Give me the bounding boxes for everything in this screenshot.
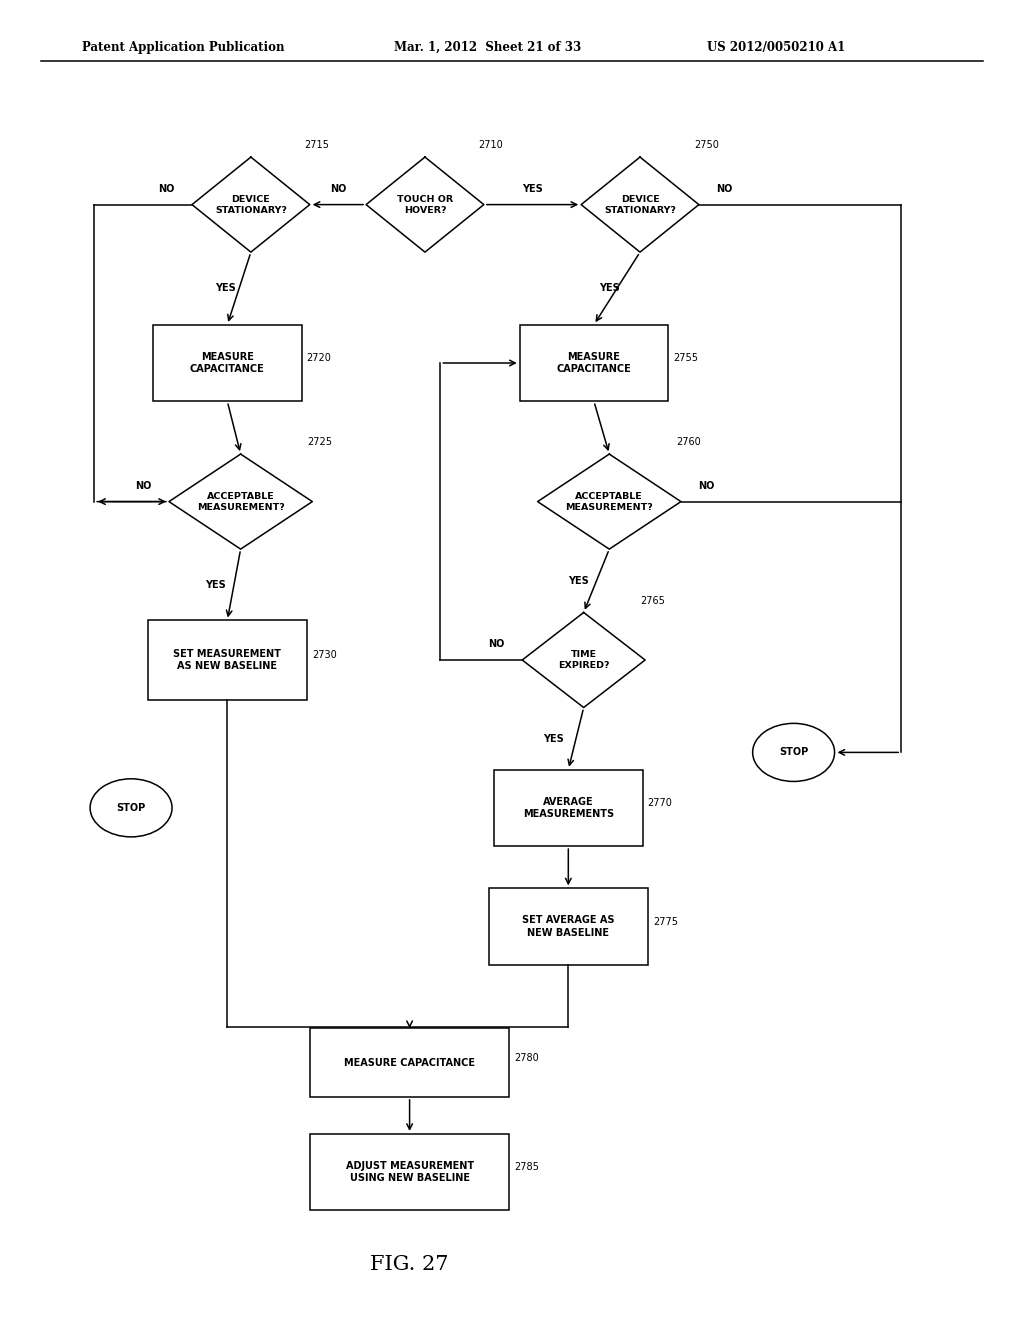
- Text: AVERAGE
MEASUREMENTS: AVERAGE MEASUREMENTS: [523, 797, 613, 818]
- Text: YES: YES: [215, 284, 236, 293]
- Text: ACCEPTABLE
MEASUREMENT?: ACCEPTABLE MEASUREMENT?: [565, 491, 653, 512]
- Text: NO: NO: [698, 480, 715, 491]
- Text: YES: YES: [599, 284, 620, 293]
- Text: NO: NO: [488, 639, 505, 649]
- FancyBboxPatch shape: [519, 325, 668, 401]
- Ellipse shape: [90, 779, 172, 837]
- Text: NO: NO: [330, 183, 346, 194]
- Text: SET AVERAGE AS
NEW BASELINE: SET AVERAGE AS NEW BASELINE: [522, 916, 614, 937]
- Text: YES: YES: [205, 579, 225, 590]
- FancyBboxPatch shape: [309, 1028, 510, 1097]
- Text: 2780: 2780: [515, 1052, 540, 1063]
- Text: TIME
EXPIRED?: TIME EXPIRED?: [558, 649, 609, 671]
- Polygon shape: [522, 612, 645, 708]
- FancyBboxPatch shape: [489, 888, 648, 965]
- Polygon shape: [169, 454, 312, 549]
- Polygon shape: [193, 157, 309, 252]
- Text: 2755: 2755: [674, 352, 698, 363]
- Text: 2715: 2715: [305, 140, 330, 150]
- Text: 2710: 2710: [478, 140, 504, 150]
- Text: SET MEASUREMENT
AS NEW BASELINE: SET MEASUREMENT AS NEW BASELINE: [173, 649, 282, 671]
- Text: STOP: STOP: [117, 803, 145, 813]
- Text: ADJUST MEASUREMENT
USING NEW BASELINE: ADJUST MEASUREMENT USING NEW BASELINE: [345, 1162, 474, 1183]
- Polygon shape: [367, 157, 483, 252]
- FancyBboxPatch shape: [148, 620, 307, 700]
- Text: DEVICE
STATIONARY?: DEVICE STATIONARY?: [604, 194, 676, 215]
- Text: 2720: 2720: [307, 352, 332, 363]
- Text: YES: YES: [522, 183, 543, 194]
- Text: ACCEPTABLE
MEASUREMENT?: ACCEPTABLE MEASUREMENT?: [197, 491, 285, 512]
- Text: Patent Application Publication: Patent Application Publication: [82, 41, 285, 54]
- Text: MEASURE
CAPACITANCE: MEASURE CAPACITANCE: [557, 352, 631, 374]
- Text: 2750: 2750: [694, 140, 719, 150]
- Ellipse shape: [753, 723, 835, 781]
- Text: 2725: 2725: [307, 437, 332, 447]
- Text: 2785: 2785: [515, 1162, 540, 1172]
- Text: NO: NO: [135, 480, 152, 491]
- Text: Mar. 1, 2012  Sheet 21 of 33: Mar. 1, 2012 Sheet 21 of 33: [394, 41, 582, 54]
- FancyBboxPatch shape: [154, 325, 301, 401]
- Polygon shape: [538, 454, 681, 549]
- Text: FIG. 27: FIG. 27: [371, 1255, 449, 1274]
- Text: MEASURE CAPACITANCE: MEASURE CAPACITANCE: [344, 1057, 475, 1068]
- Text: YES: YES: [568, 576, 589, 586]
- Text: MEASURE
CAPACITANCE: MEASURE CAPACITANCE: [190, 352, 264, 374]
- Text: 2760: 2760: [676, 437, 700, 447]
- Text: NO: NO: [159, 183, 174, 194]
- Text: 2730: 2730: [311, 649, 337, 660]
- Text: DEVICE
STATIONARY?: DEVICE STATIONARY?: [215, 194, 287, 215]
- Text: TOUCH OR
HOVER?: TOUCH OR HOVER?: [397, 194, 453, 215]
- Text: 2765: 2765: [640, 595, 665, 606]
- FancyBboxPatch shape: [495, 770, 643, 846]
- Text: YES: YES: [543, 734, 563, 743]
- Text: NO: NO: [717, 183, 732, 194]
- Polygon shape: [582, 157, 698, 252]
- FancyBboxPatch shape: [309, 1134, 510, 1210]
- Text: US 2012/0050210 A1: US 2012/0050210 A1: [707, 41, 845, 54]
- Text: STOP: STOP: [779, 747, 808, 758]
- Text: 2770: 2770: [648, 797, 673, 808]
- Text: 2775: 2775: [653, 916, 678, 927]
